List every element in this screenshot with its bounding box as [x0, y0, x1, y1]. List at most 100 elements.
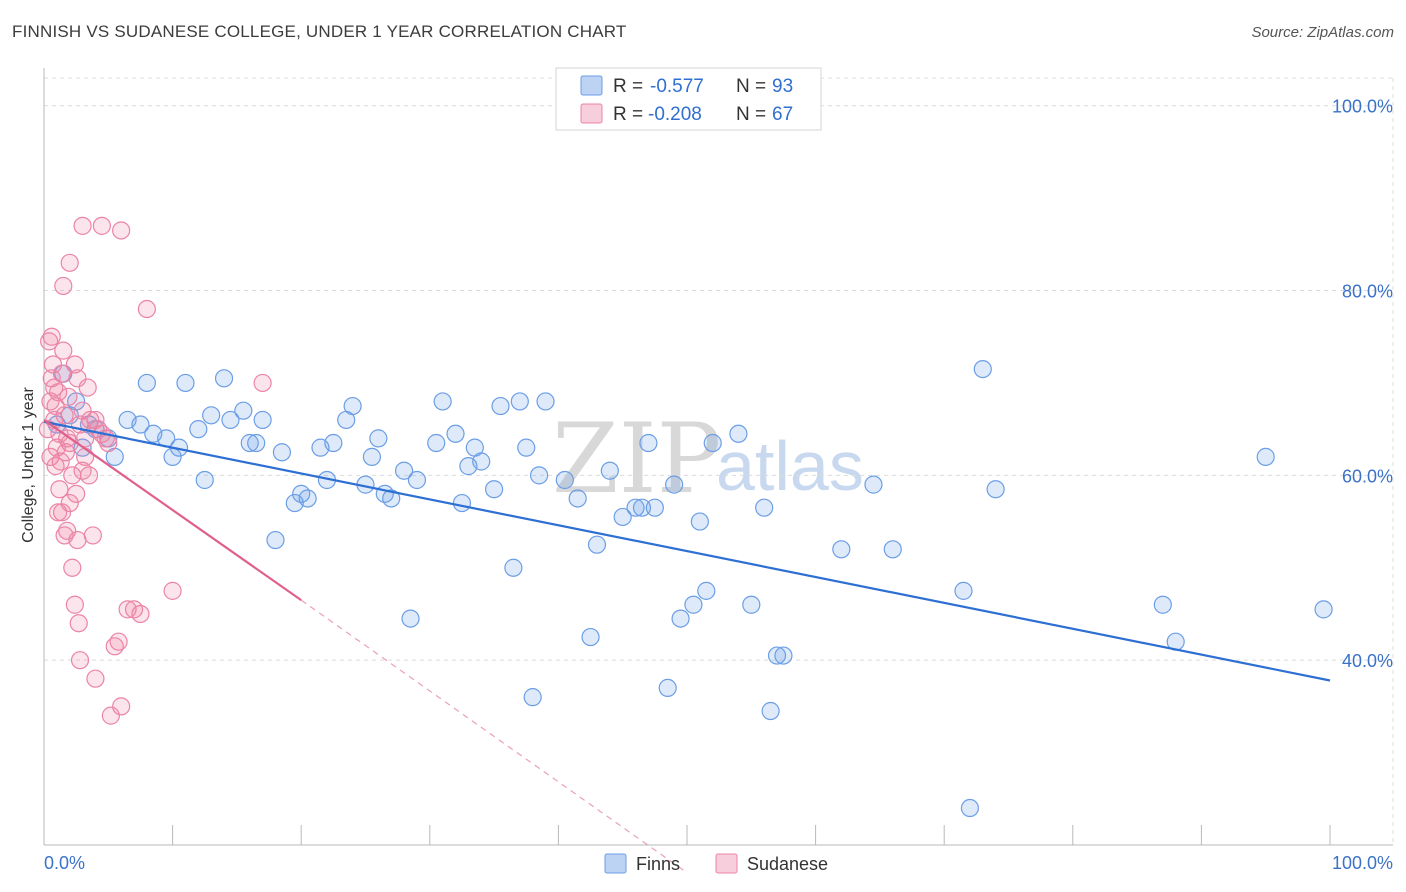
- sudanese-point: [112, 221, 131, 240]
- sudanese-point: [52, 503, 72, 522]
- finns-point: [176, 373, 195, 393]
- finns-point: [189, 420, 208, 439]
- y-tick-label-80: 80.0%: [1342, 282, 1393, 302]
- finns-point: [362, 447, 382, 466]
- sudanese-point: [68, 369, 87, 388]
- finns-point: [639, 433, 658, 453]
- sudanese-bottom-label: Sudanese: [747, 854, 828, 874]
- sudanese-r-label: R =: [613, 104, 643, 125]
- finns-point: [247, 433, 266, 453]
- finns-point: [234, 401, 253, 420]
- finns-point: [703, 433, 722, 453]
- finns-point: [742, 595, 761, 614]
- finns-point: [433, 392, 452, 411]
- y-axis-label: College, Under 1 year: [20, 387, 37, 543]
- finns-point: [587, 535, 607, 554]
- finns-point: [684, 595, 703, 614]
- sudanese-point: [65, 595, 84, 614]
- finns-point: [665, 475, 684, 494]
- finns-point: [626, 498, 645, 517]
- sudanese-point: [63, 558, 82, 577]
- finns-point: [1314, 600, 1333, 619]
- finns-point: [645, 498, 664, 517]
- finns-point: [1256, 447, 1275, 466]
- sudanese-r-value: -0.208: [648, 104, 702, 125]
- finns-point: [954, 581, 973, 600]
- finns-point: [581, 627, 600, 647]
- finns-point: [517, 438, 536, 457]
- sudanese-point: [86, 669, 105, 688]
- y-tick-label-60: 60.0%: [1342, 466, 1393, 486]
- sudanese-point: [92, 216, 111, 235]
- y-tick-label-100: 100.0%: [1332, 97, 1393, 117]
- finns-point: [202, 406, 221, 425]
- sudanese-point: [73, 401, 92, 420]
- sudanese-n-label: N =: [736, 104, 766, 125]
- x-tick-label-min: 0.0%: [44, 853, 85, 873]
- finns-point: [864, 475, 883, 494]
- sudanese-point: [41, 447, 60, 466]
- finns-point: [986, 480, 1005, 499]
- sudanese-point: [99, 433, 118, 453]
- sudanese-point: [163, 581, 182, 600]
- sudanese-legend-swatch: [580, 103, 603, 124]
- finns-point: [382, 489, 401, 508]
- sudanese-point: [59, 387, 78, 406]
- finns-point: [407, 470, 427, 490]
- finns-point: [324, 433, 343, 453]
- sudanese-point: [81, 410, 100, 430]
- sudanese-point: [68, 530, 87, 550]
- sudanese-point: [50, 480, 69, 499]
- finns-point: [214, 369, 234, 388]
- finns-point: [131, 415, 150, 434]
- sudanese-point: [60, 253, 79, 272]
- finns-trend-line: [43, 420, 1331, 682]
- finns-n-label: N =: [736, 76, 766, 97]
- sudanese-point: [101, 706, 120, 725]
- finns-point: [298, 489, 317, 508]
- finns-point: [761, 701, 780, 721]
- finns-legend-swatch: [580, 75, 603, 96]
- sudanese-trend-line: [43, 419, 302, 602]
- source-label: Source: ZipAtlas.com: [1251, 24, 1394, 41]
- sudanese-point: [70, 651, 90, 670]
- finns-point: [427, 433, 446, 453]
- finns-point: [600, 461, 619, 480]
- finns-point: [394, 461, 414, 480]
- finns-bottom-swatch: [604, 853, 627, 874]
- sudanese-point: [137, 299, 156, 319]
- finns-point: [266, 530, 285, 550]
- sudanese-point: [76, 447, 95, 466]
- x-tick-label-max: 100.0%: [1332, 853, 1393, 873]
- finns-point: [671, 609, 690, 628]
- finns-point: [767, 646, 787, 665]
- stats-legend: R = -0.577 N = 93 R = -0.208 N = 67: [555, 67, 822, 131]
- chart-title: FINNISH VS SUDANESE COLLEGE, UNDER 1 YEA…: [12, 22, 627, 41]
- finns-point: [729, 424, 748, 443]
- finns-point: [491, 396, 510, 416]
- finns-point: [555, 470, 574, 490]
- finns-point: [774, 646, 793, 665]
- sudanese-point: [69, 614, 88, 633]
- finns-point: [883, 540, 902, 559]
- finns-point: [1153, 595, 1172, 614]
- finns-point: [613, 507, 632, 527]
- finns-point: [221, 410, 240, 430]
- sudanese-point: [58, 521, 77, 540]
- finns-point: [973, 359, 992, 379]
- finns-point: [658, 678, 677, 698]
- sudanese-bottom-swatch: [715, 853, 738, 874]
- finns-point: [369, 429, 388, 448]
- y-tick-label-40: 40.0%: [1342, 651, 1393, 671]
- finns-point: [195, 470, 214, 490]
- finns-points: [47, 359, 1333, 818]
- finns-r-value: -0.577: [650, 76, 704, 97]
- sudanese-point: [79, 466, 99, 485]
- sudanese-point: [73, 216, 92, 235]
- finns-point: [272, 443, 292, 462]
- finns-point: [452, 493, 472, 513]
- sudanese-point: [67, 484, 86, 503]
- finns-point: [343, 396, 362, 416]
- finns-point: [240, 433, 259, 453]
